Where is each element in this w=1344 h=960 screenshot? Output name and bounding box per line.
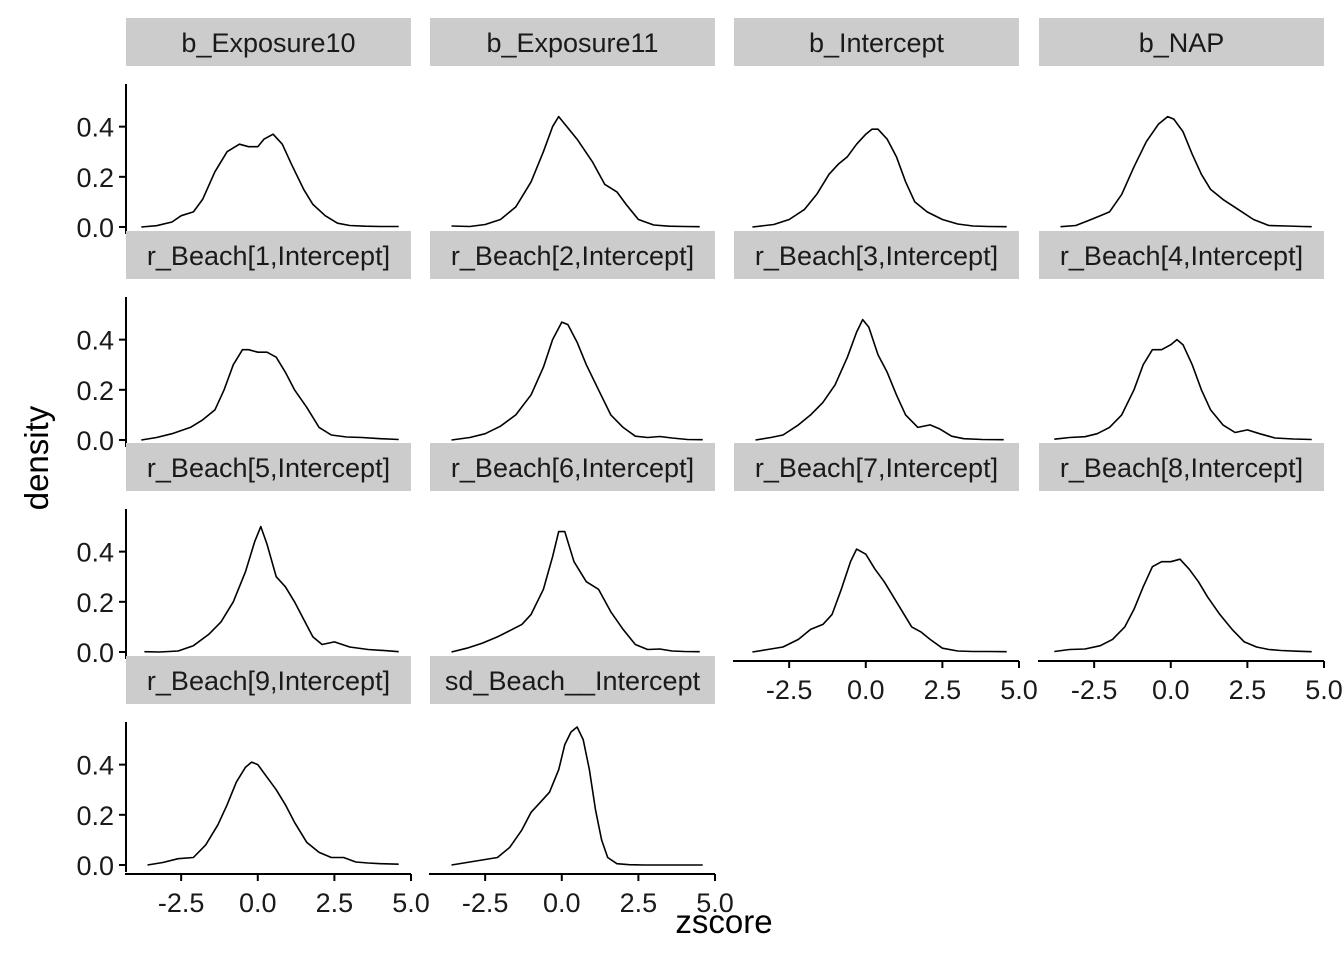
facet-strip	[1039, 18, 1324, 66]
facet-panel: r_Beach[5,Intercept] 0.0 0.2 0.4	[76, 443, 411, 668]
y-axis-title: density	[18, 405, 55, 510]
facet-strip-label: r_Beach[9,Intercept]	[147, 666, 390, 696]
density-curve	[1054, 338, 1312, 441]
x-tick-label: 5.0	[696, 888, 734, 918]
y-tick-label: 0.0	[76, 638, 114, 668]
facet-panel: b_Exposure11	[430, 18, 715, 228]
facet-panel: r_Beach[9,Intercept] 0.0 0.2 0.4 -2.5 0.0 2.5 5…	[76, 656, 430, 918]
x-tick-label: 0.0	[543, 888, 581, 918]
facet-strip-label: r_Beach[5,Intercept]	[147, 453, 390, 483]
x-tick-label: 0.0	[847, 675, 885, 705]
facet-strip-label: r_Beach[6,Intercept]	[451, 453, 694, 483]
facet-panel: r_Beach[3,Intercept]	[734, 231, 1019, 441]
y-tick-label: 0.4	[76, 538, 114, 568]
facet-panel: r_Beach[6,Intercept]	[430, 443, 715, 653]
facet-strip	[430, 656, 715, 704]
density-curve	[141, 348, 399, 441]
density-curve	[1060, 115, 1312, 228]
y-tick-label: 0.2	[76, 588, 114, 618]
x-tick-label: 5.0	[1305, 675, 1343, 705]
density-curve	[755, 318, 1004, 441]
density-curve	[141, 133, 399, 228]
facet-strip-label: r_Beach[1,Intercept]	[147, 241, 390, 271]
facet-strip	[734, 443, 1019, 491]
facet-strip	[430, 443, 715, 491]
facet-strip-label: r_Beach[2,Intercept]	[451, 241, 694, 271]
y-tick-label: 0.0	[76, 851, 114, 881]
facet-panel: r_Beach[2,Intercept]	[430, 231, 715, 441]
density-curve	[144, 525, 399, 653]
y-tick-label: 0.4	[76, 113, 114, 143]
density-curve	[1054, 558, 1312, 653]
x-tick-label: -2.5	[766, 675, 813, 705]
density-curve	[451, 530, 700, 653]
density-curve	[451, 115, 700, 228]
y-tick-label: 0.2	[76, 163, 114, 193]
facet-panel: r_Beach[8,Intercept] -2.5 0.0 2.5 5.0	[1038, 443, 1343, 705]
facet-strip-label: r_Beach[8,Intercept]	[1060, 453, 1303, 483]
density-curve	[147, 761, 399, 866]
facet-strip-label: b_Exposure10	[181, 28, 355, 58]
x-tick-label: 0.0	[239, 888, 277, 918]
density-curve	[752, 128, 1007, 228]
x-tick-label: -2.5	[158, 888, 205, 918]
x-tick-label: 2.5	[1229, 675, 1267, 705]
facet-panel: r_Beach[1,Intercept] 0.0 0.2 0.4	[76, 231, 411, 456]
density-curve	[451, 321, 703, 441]
facet-panel: r_Beach[7,Intercept] -2.5 0.0 2.5 5.0	[733, 443, 1038, 705]
facet-panel: b_NAP	[1039, 18, 1324, 228]
x-tick-label: 2.5	[620, 888, 658, 918]
facet-strip	[1039, 231, 1324, 279]
facet-panel: b_Intercept	[734, 18, 1019, 228]
facet-strip-label: sd_Beach__Intercept	[445, 666, 701, 696]
x-tick-label: -2.5	[1071, 675, 1118, 705]
x-tick-label: 2.5	[924, 675, 962, 705]
facet-strip	[1039, 443, 1324, 491]
facet-strip	[430, 231, 715, 279]
facet-strip-label: b_Intercept	[809, 28, 945, 58]
facet-strip-label: r_Beach[3,Intercept]	[755, 241, 998, 271]
y-tick-label: 0.2	[76, 801, 114, 831]
facet-panel: b_Exposure10 0.0 0.2 0.4	[76, 18, 411, 243]
x-tick-label: 5.0	[1000, 675, 1038, 705]
facet-strip-label: b_Exposure11	[486, 28, 658, 58]
x-tick-label: 0.0	[1152, 675, 1190, 705]
facet-strip	[734, 231, 1019, 279]
facet-strip	[126, 231, 411, 279]
x-tick-label: 2.5	[316, 888, 354, 918]
x-tick-label: 5.0	[392, 888, 430, 918]
facet-strip	[430, 18, 715, 66]
facet-strip-label: b_NAP	[1139, 28, 1225, 58]
density-curve	[451, 726, 703, 866]
y-tick-label: 0.0	[76, 426, 114, 456]
y-tick-label: 0.2	[76, 376, 114, 406]
y-tick-label: 0.0	[76, 213, 114, 243]
facet-panel: sd_Beach__Intercept -2.5 0.0 2.5 5.0	[429, 656, 734, 918]
facet-strip	[126, 443, 411, 491]
facet-panel: r_Beach[4,Intercept]	[1039, 231, 1324, 441]
x-tick-label: -2.5	[462, 888, 509, 918]
facet-strip-label: r_Beach[7,Intercept]	[755, 453, 998, 483]
facet-strip	[734, 18, 1019, 66]
facet-strip-label: r_Beach[4,Intercept]	[1060, 241, 1303, 271]
x-axis-title: zscore	[675, 903, 772, 940]
facet-strip	[126, 18, 411, 66]
y-tick-label: 0.4	[76, 751, 114, 781]
facet-panels: b_Exposure10 0.0 0.2 0.4 b_Exposure11 b_Inter…	[76, 18, 1343, 918]
density-curve	[752, 548, 1007, 653]
y-tick-label: 0.4	[76, 326, 114, 356]
facet-strip	[126, 656, 411, 704]
